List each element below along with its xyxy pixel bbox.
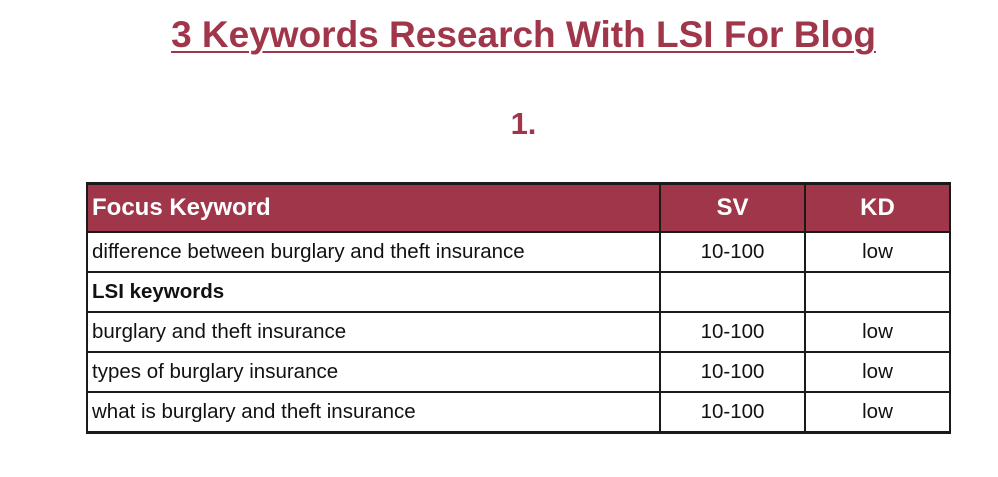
sv-cell: 10-100 [659,311,806,353]
keyword-cell: burglary and theft insurance [86,311,661,353]
kd-cell: low [804,391,951,434]
kd-cell: low [804,311,951,353]
section-number: 1. [510,106,537,141]
table-row: difference between burglary and theft in… [86,231,951,273]
keyword-cell: what is burglary and theft insurance [86,391,661,434]
table-header-row: Focus Keyword SV KD [86,182,951,233]
header-sv: SV [659,182,806,233]
kd-cell: low [804,231,951,273]
keyword-table: Focus Keyword SV KD difference between b… [86,182,951,434]
keyword-cell: types of burglary insurance [86,351,661,393]
table-row: types of burglary insurance 10-100 low [86,351,951,393]
header-focus-keyword: Focus Keyword [86,182,661,233]
table-row: what is burglary and theft insurance 10-… [86,391,951,434]
sv-cell [659,271,806,313]
lsi-keywords-label: LSI keywords [86,271,661,313]
keyword-cell: difference between burglary and theft in… [86,231,661,273]
sv-cell: 10-100 [659,391,806,434]
sv-cell: 10-100 [659,231,806,273]
sv-cell: 10-100 [659,351,806,393]
table-row: burglary and theft insurance 10-100 low [86,311,951,353]
table-row-lsi-heading: LSI keywords [86,271,951,313]
document-title: 3 Keywords Research With LSI For Blog [171,14,876,55]
kd-cell: low [804,351,951,393]
kd-cell [804,271,951,313]
header-kd: KD [804,182,951,233]
